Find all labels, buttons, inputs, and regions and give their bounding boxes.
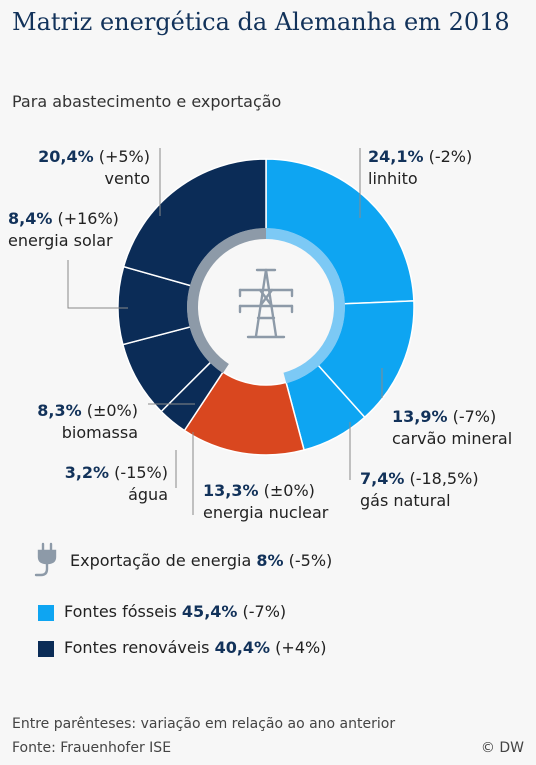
label-carvao: 13,9% (-7%) carvão mineral bbox=[392, 407, 513, 448]
label-vento: 20,4% (+5%) vento bbox=[38, 147, 150, 188]
label-linhito: 24,1% (-2%) linhito bbox=[368, 147, 473, 188]
legend-renewable: Fontes renováveis 40,4% (+4%) bbox=[64, 638, 327, 657]
label-gas: 7,4% (-18,5%) gás natural bbox=[360, 469, 479, 510]
credit: © DW bbox=[480, 740, 524, 756]
donut-chart bbox=[67, 148, 415, 515]
label-agua: 3,2% (-15%) água bbox=[64, 463, 168, 504]
footnote: Entre parênteses: variação em relação ao… bbox=[12, 716, 396, 732]
power-pylon-icon bbox=[238, 268, 294, 339]
inner-ring-fossil bbox=[266, 228, 345, 384]
legend-fossil: Fontes fósseis 45,4% (-7%) bbox=[64, 602, 287, 621]
inner-ring-renewable bbox=[187, 228, 266, 374]
label-biomassa: 8,3% (±0%) biomassa bbox=[37, 401, 138, 442]
label-nuclear: 13,3% (±0%) energia nuclear bbox=[203, 481, 329, 522]
source-note: Fonte: Frauenhofer ISE bbox=[12, 740, 172, 756]
legend-renewable-swatch bbox=[38, 641, 54, 657]
label-solar: 8,4% (+16%) energia solar bbox=[8, 209, 119, 250]
chart-subtitle: Para abastecimento e exportação bbox=[12, 92, 282, 111]
leader-line-solar bbox=[67, 260, 128, 309]
legend-fossil-swatch bbox=[38, 605, 54, 621]
legend-export: Exportação de energia 8% (-5%) bbox=[70, 551, 333, 570]
chart-title: Matriz energética da Alemanha em 2018 bbox=[12, 8, 510, 36]
plug-icon bbox=[34, 542, 57, 577]
